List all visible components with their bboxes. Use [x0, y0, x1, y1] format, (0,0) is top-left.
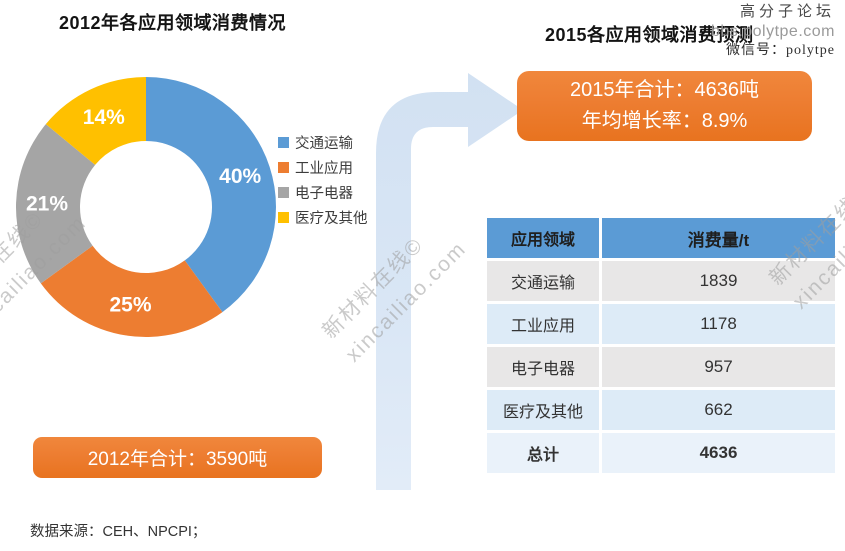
- pie-slice-0: [146, 77, 276, 313]
- forecast-table: 应用领域 消费量/t 交通运输 1839 工业应用 1178 电子电器 957 医疗及其他 6…: [487, 218, 835, 476]
- table-header-category: 应用领域: [487, 218, 599, 258]
- pie-slice-2: [15, 124, 96, 284]
- legend-swatch-icon: [278, 211, 289, 223]
- table-total-label: 总计: [487, 433, 599, 473]
- donut-chart: 40% 25% 21% 14%: [15, 77, 276, 337]
- donut-chart-svg: 40% 25% 21% 14%: [15, 77, 276, 337]
- table-cell-category: 电子电器: [487, 347, 599, 387]
- forum-watermark-url: bbs.polytpe.com: [710, 22, 835, 40]
- table-total-value: 4636: [602, 433, 835, 473]
- legend-swatch-icon: [278, 161, 289, 173]
- pie-slice-1: [40, 245, 223, 337]
- table-cell-category: 交通运输: [487, 261, 599, 301]
- table-header-consumption: 消费量/t: [602, 218, 835, 258]
- table-row: 工业应用 1178: [487, 304, 835, 344]
- table-row: 医疗及其他 662: [487, 390, 835, 430]
- pie-slice-3: [45, 77, 146, 165]
- table-row: 交通运输 1839: [487, 261, 835, 301]
- pie-slice-label-3: 14%: [83, 106, 125, 129]
- legend-item-2: 电子电器: [278, 185, 368, 202]
- legend-label: 医疗及其他: [295, 210, 368, 227]
- pie-slice-label-0: 40%: [219, 165, 261, 188]
- forum-watermark-name: 高分子论坛: [739, 4, 835, 20]
- legend-swatch-icon: [278, 186, 289, 198]
- legend-item-1: 工业应用: [278, 160, 368, 177]
- table-cell-category: 工业应用: [487, 304, 599, 344]
- chart-legend: 交通运输工业应用电子电器医疗及其他: [278, 135, 368, 235]
- legend-swatch-icon: [278, 136, 289, 148]
- left-chart-title: 2012年各应用领域消费情况: [59, 13, 287, 33]
- forum-watermark-wechat: 微信号：polytpe: [726, 42, 835, 58]
- table-cell-value: 662: [602, 390, 835, 430]
- legend-label: 工业应用: [295, 160, 353, 177]
- right-section-title: 2015各应用领域消费预测: [545, 25, 754, 45]
- table-cell-value: 1839: [602, 261, 835, 301]
- forum-watermark: 高分子论坛 bbs.polytpe.com 微信号：polytpe: [711, 3, 835, 59]
- table-body: 交通运输 1839 工业应用 1178 电子电器 957 医疗及其他 662: [487, 261, 835, 430]
- legend-item-0: 交通运输: [278, 135, 368, 152]
- data-source-note: 数据来源：CEH、NPCPI；: [30, 524, 207, 540]
- pie-slice-label-2: 21%: [26, 192, 68, 215]
- total-2012-callout: 2012年合计：3590吨: [33, 437, 322, 478]
- table-row: 电子电器 957: [487, 347, 835, 387]
- table-total-row: 总计 4636: [487, 433, 835, 473]
- table-cell-category: 医疗及其他: [487, 390, 599, 430]
- growth-rate-text: 年均增长率：8.9%: [581, 110, 748, 132]
- pie-slice-label-1: 25%: [109, 293, 151, 316]
- table-cell-value: 1178: [602, 304, 835, 344]
- total-2015-callout: 2015年合计：4636吨 年均增长率：8.9%: [517, 71, 812, 141]
- table-header-row: 应用领域 消费量/t: [487, 218, 835, 258]
- table-cell-value: 957: [602, 347, 835, 387]
- legend-item-3: 医疗及其他: [278, 210, 368, 227]
- total-2015-text: 2015年合计：4636吨: [570, 79, 759, 101]
- total-2012-text: 2012年合计：3590吨: [87, 449, 268, 470]
- bent-arrow-shape: [376, 73, 523, 490]
- legend-label: 交通运输: [295, 135, 353, 152]
- legend-label: 电子电器: [295, 185, 353, 202]
